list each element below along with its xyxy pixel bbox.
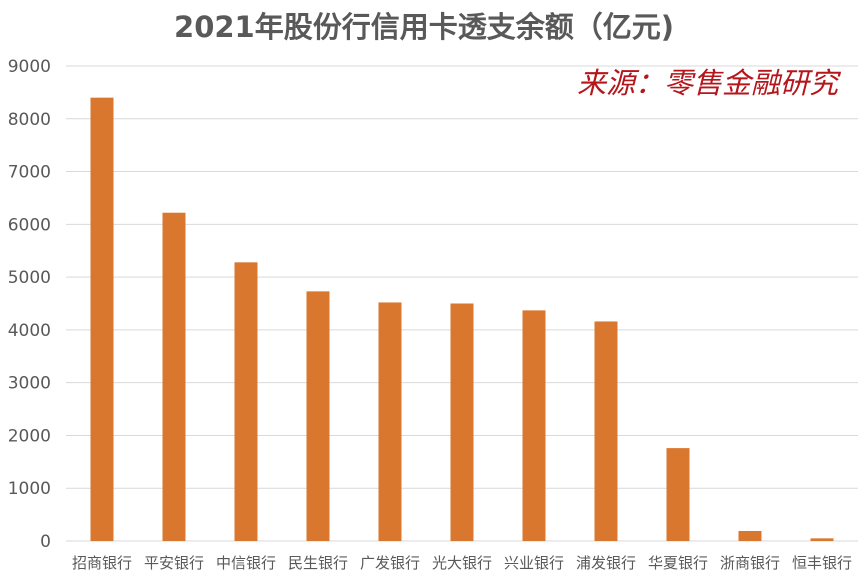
x-category-label: 平安银行	[144, 554, 204, 572]
y-tick-label: 1000	[8, 479, 51, 499]
y-tick-label: 8000	[8, 110, 51, 130]
y-tick-label: 5000	[8, 268, 51, 288]
bar-3	[306, 291, 330, 541]
x-category-label: 华夏银行	[648, 554, 708, 572]
x-category-label: 民生银行	[288, 554, 348, 572]
x-category-label: 光大银行	[432, 554, 492, 572]
bar-6	[522, 310, 546, 541]
bars	[90, 97, 834, 542]
x-category-label: 兴业银行	[504, 554, 564, 572]
source-note: 来源：零售金融研究	[577, 66, 842, 100]
y-tick-label: 3000	[8, 374, 51, 394]
bar-1	[162, 212, 186, 541]
bar-4	[378, 302, 402, 541]
bar-9	[738, 530, 762, 541]
y-tick-label: 7000	[8, 163, 51, 183]
y-tick-label: 4000	[8, 321, 51, 341]
bar-0	[90, 97, 114, 542]
x-category-label: 浙商银行	[720, 554, 780, 572]
x-category-label: 浦发银行	[576, 554, 636, 572]
bar-7	[594, 321, 618, 541]
x-category-label: 恒丰银行	[792, 554, 852, 572]
y-axis-tick-labels: 0 1000 2000 3000 4000 5000 6000 7000 8000 9000	[8, 57, 51, 552]
y-tick-label: 6000	[8, 215, 51, 235]
bar-10	[810, 538, 834, 541]
chart-title: 2021年股份行信用卡透支余额（亿元)	[174, 10, 674, 44]
bar-5	[450, 303, 474, 541]
bar-8	[666, 448, 690, 541]
bar-2	[234, 262, 258, 541]
y-tick-label: 0	[40, 532, 51, 552]
x-category-label: 中信银行	[216, 554, 276, 572]
x-axis-category-labels: 招商银行 平安银行 中信银行 民生银行 广发银行 光大银行 兴业银行 浦发银行 华夏银行 浙商银行…	[72, 554, 852, 572]
y-tick-label: 9000	[8, 57, 51, 77]
x-category-label: 广发银行	[360, 554, 420, 572]
x-category-label: 招商银行	[72, 554, 132, 572]
y-tick-label: 2000	[8, 426, 51, 446]
